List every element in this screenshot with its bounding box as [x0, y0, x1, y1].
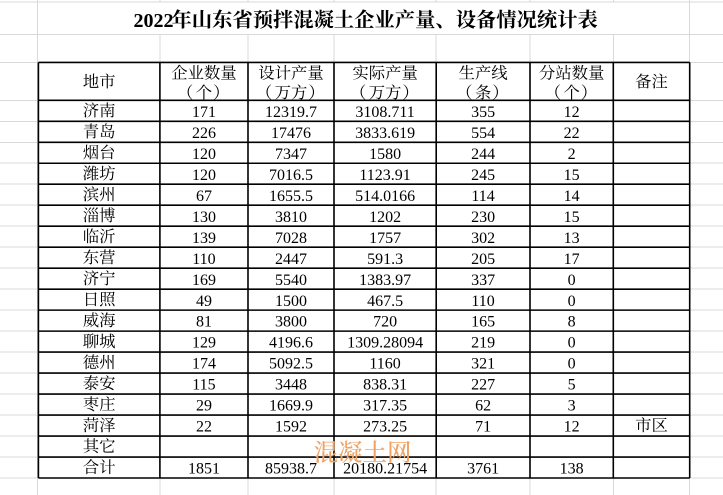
svg-text:12319.7: 12319.7: [265, 104, 317, 121]
svg-text:22: 22: [196, 419, 212, 436]
svg-text:174: 174: [192, 356, 216, 373]
svg-text:1123.91: 1123.91: [359, 167, 410, 184]
svg-text:114: 114: [471, 188, 494, 205]
svg-text:3108.711: 3108.711: [355, 104, 414, 121]
svg-text:0: 0: [568, 293, 576, 310]
svg-text:273.25: 273.25: [363, 419, 407, 436]
svg-text:12: 12: [564, 104, 580, 121]
svg-text:226: 226: [192, 125, 216, 142]
svg-text:1580: 1580: [369, 146, 401, 163]
svg-text:15: 15: [564, 209, 580, 226]
svg-text:115: 115: [192, 377, 215, 394]
svg-text:245: 245: [471, 167, 495, 184]
svg-text:317.35: 317.35: [363, 398, 407, 415]
svg-text:165: 165: [471, 314, 495, 331]
svg-text:3800: 3800: [275, 314, 307, 331]
svg-text:227: 227: [471, 377, 495, 394]
svg-text:0: 0: [568, 272, 576, 289]
svg-text:110: 110: [471, 293, 494, 310]
svg-text:71: 71: [475, 419, 491, 436]
svg-text:1851: 1851: [188, 461, 220, 478]
svg-text:591.3: 591.3: [367, 251, 403, 268]
svg-text:321: 321: [471, 356, 495, 373]
svg-text:29: 29: [196, 398, 212, 415]
svg-text:7028: 7028: [275, 230, 307, 247]
svg-text:5540: 5540: [275, 272, 307, 289]
svg-text:3448: 3448: [275, 377, 307, 394]
svg-text:1757: 1757: [369, 230, 401, 247]
svg-text:81: 81: [196, 314, 212, 331]
svg-text:3761: 3761: [467, 461, 499, 478]
svg-text:0: 0: [568, 335, 576, 352]
svg-text:120: 120: [192, 146, 216, 163]
svg-text:17476: 17476: [271, 125, 311, 142]
svg-text:1655.5: 1655.5: [269, 188, 313, 205]
svg-text:22: 22: [564, 125, 580, 142]
svg-text:5: 5: [568, 377, 576, 394]
svg-text:7016.5: 7016.5: [269, 167, 313, 184]
svg-text:13: 13: [564, 230, 580, 247]
svg-text:467.5: 467.5: [367, 293, 403, 310]
svg-text:120: 120: [192, 167, 216, 184]
svg-text:1160: 1160: [369, 356, 400, 373]
svg-text:67: 67: [196, 188, 212, 205]
svg-text:3833.619: 3833.619: [355, 125, 415, 142]
svg-text:554: 554: [471, 125, 495, 142]
svg-text:3: 3: [568, 398, 576, 415]
svg-text:85938.7: 85938.7: [265, 461, 317, 478]
svg-text:139: 139: [192, 230, 216, 247]
svg-text:230: 230: [471, 209, 495, 226]
svg-text:20180.21754: 20180.21754: [343, 461, 427, 478]
svg-text:14: 14: [564, 188, 580, 205]
svg-text:1383.97: 1383.97: [359, 272, 411, 289]
svg-text:514.0166: 514.0166: [355, 188, 415, 205]
svg-text:244: 244: [471, 146, 495, 163]
svg-text:15: 15: [564, 167, 580, 184]
svg-text:1202: 1202: [369, 209, 401, 226]
svg-text:49: 49: [196, 293, 212, 310]
svg-text:2: 2: [568, 146, 576, 163]
svg-text:337: 337: [471, 272, 495, 289]
svg-text:838.31: 838.31: [363, 377, 407, 394]
svg-text:130: 130: [192, 209, 216, 226]
svg-text:138: 138: [560, 461, 584, 478]
svg-text:1669.9: 1669.9: [269, 398, 313, 415]
svg-text:720: 720: [373, 314, 397, 331]
svg-text:2447: 2447: [275, 251, 307, 268]
svg-text:7347: 7347: [275, 146, 307, 163]
svg-text:1309.28094: 1309.28094: [347, 335, 423, 352]
svg-text:171: 171: [192, 104, 216, 121]
svg-text:3810: 3810: [275, 209, 307, 226]
svg-text:205: 205: [471, 251, 495, 268]
svg-text:2022: 2022: [134, 10, 174, 32]
svg-text:4196.6: 4196.6: [269, 335, 313, 352]
svg-text:129: 129: [192, 335, 216, 352]
svg-text:12: 12: [564, 419, 580, 436]
svg-text:302: 302: [471, 230, 495, 247]
svg-text:1592: 1592: [275, 419, 307, 436]
svg-text:110: 110: [192, 251, 215, 268]
svg-text:219: 219: [471, 335, 495, 352]
svg-text:5092.5: 5092.5: [269, 356, 313, 373]
svg-text:62: 62: [475, 398, 491, 415]
svg-text:1500: 1500: [275, 293, 307, 310]
svg-text:8: 8: [568, 314, 576, 331]
svg-text:355: 355: [471, 104, 495, 121]
svg-text:169: 169: [192, 272, 216, 289]
svg-text:0: 0: [568, 356, 576, 373]
svg-text:17: 17: [564, 251, 580, 268]
